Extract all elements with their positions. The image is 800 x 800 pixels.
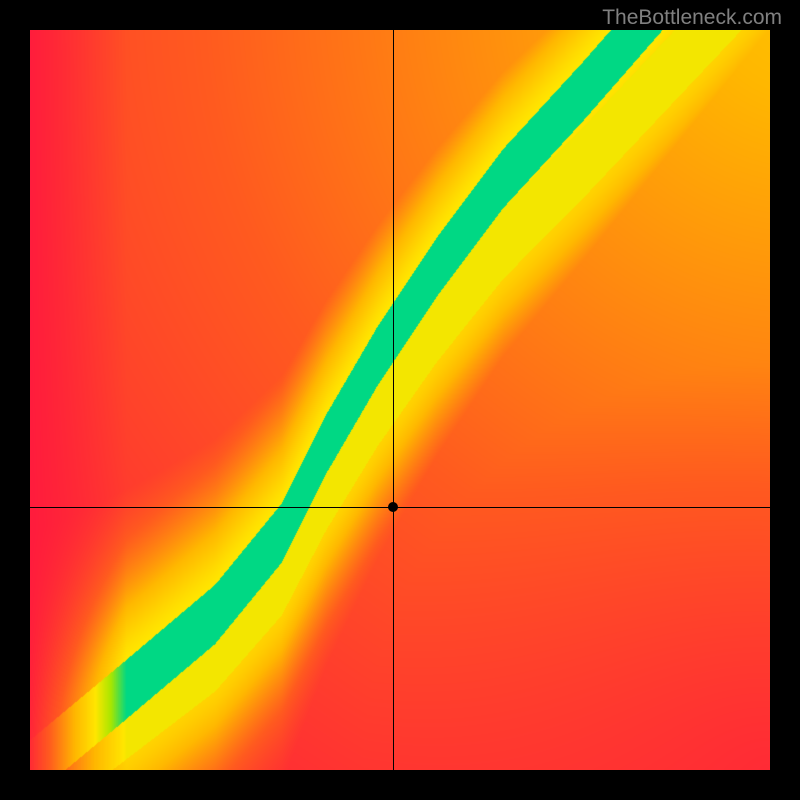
crosshair-horizontal	[30, 507, 770, 508]
crosshair-vertical	[393, 30, 394, 770]
watermark-text: TheBottleneck.com	[602, 6, 782, 30]
heatmap-chart	[30, 30, 770, 770]
heatmap-canvas	[30, 30, 770, 770]
crosshair-marker-dot	[388, 502, 398, 512]
